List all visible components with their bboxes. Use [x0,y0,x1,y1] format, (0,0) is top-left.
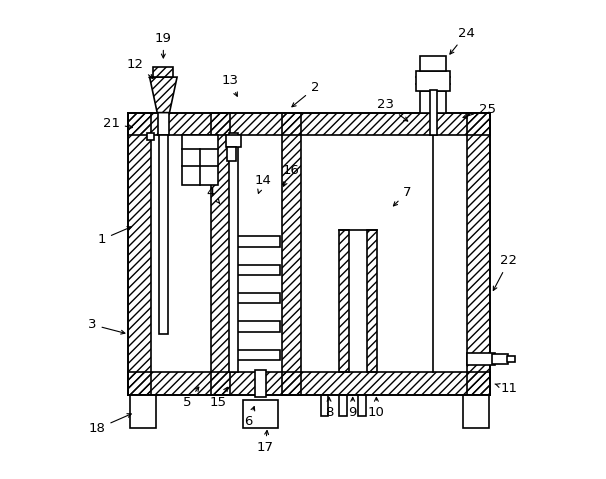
Bar [211,113,230,395]
Bar [231,321,280,332]
Bar [128,372,490,395]
Bar [231,236,280,247]
Bar [150,136,467,372]
Text: 21: 21 [103,117,132,130]
Text: 25: 25 [463,103,496,118]
Text: 1: 1 [98,227,132,246]
Bar [231,264,280,275]
Bar [430,91,436,136]
Text: 5: 5 [183,387,199,410]
Bar [147,133,155,140]
Bar [158,110,168,136]
Bar [321,395,328,416]
Bar [358,395,366,416]
Text: 17: 17 [256,431,274,454]
Bar [282,113,301,395]
Text: 3: 3 [88,318,125,334]
Bar [128,113,150,395]
Bar [339,230,349,372]
Bar [231,293,280,303]
Text: 11: 11 [495,382,518,395]
Text: 6: 6 [244,407,255,428]
Bar [226,136,241,147]
Bar [367,230,378,372]
Bar [231,350,280,360]
Text: 13: 13 [221,74,238,96]
Text: 18: 18 [88,414,132,435]
Bar [467,353,494,365]
Bar [229,133,238,372]
Text: 23: 23 [378,98,408,121]
Text: 19: 19 [155,32,171,58]
Text: 10: 10 [368,398,385,419]
Bar [242,399,278,428]
Polygon shape [150,77,177,113]
Bar [182,136,218,185]
Bar [339,395,347,416]
Bar [507,356,515,362]
Text: 15: 15 [209,388,227,410]
Bar [153,67,173,77]
Bar [128,113,490,136]
Bar [462,395,488,428]
Text: 4: 4 [207,186,219,203]
Bar [255,370,265,397]
Text: 9: 9 [348,398,357,419]
Bar [130,395,156,428]
Text: 12: 12 [127,58,153,79]
Text: 2: 2 [292,81,319,107]
Bar [159,136,168,334]
Bar [227,147,236,161]
Text: 8: 8 [325,398,333,419]
Bar [416,71,450,91]
Text: 16: 16 [283,164,299,186]
Text: 22: 22 [493,254,518,290]
Bar [467,113,490,395]
Text: 24: 24 [450,27,474,54]
Bar [420,91,446,113]
Text: 14: 14 [255,174,271,194]
Bar [420,56,446,71]
Bar [493,354,508,364]
Text: 7: 7 [393,186,411,206]
